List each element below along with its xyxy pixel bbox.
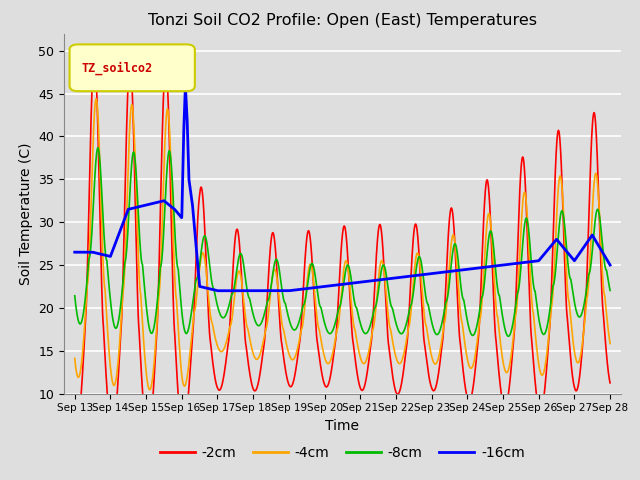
Text: TZ_soilco2: TZ_soilco2 — [82, 61, 153, 74]
Title: Tonzi Soil CO2 Profile: Open (East) Temperatures: Tonzi Soil CO2 Profile: Open (East) Temp… — [148, 13, 537, 28]
Legend: -2cm, -4cm, -8cm, -16cm: -2cm, -4cm, -8cm, -16cm — [154, 441, 531, 466]
Y-axis label: Soil Temperature (C): Soil Temperature (C) — [19, 143, 33, 285]
X-axis label: Time: Time — [325, 419, 360, 433]
FancyBboxPatch shape — [70, 44, 195, 91]
